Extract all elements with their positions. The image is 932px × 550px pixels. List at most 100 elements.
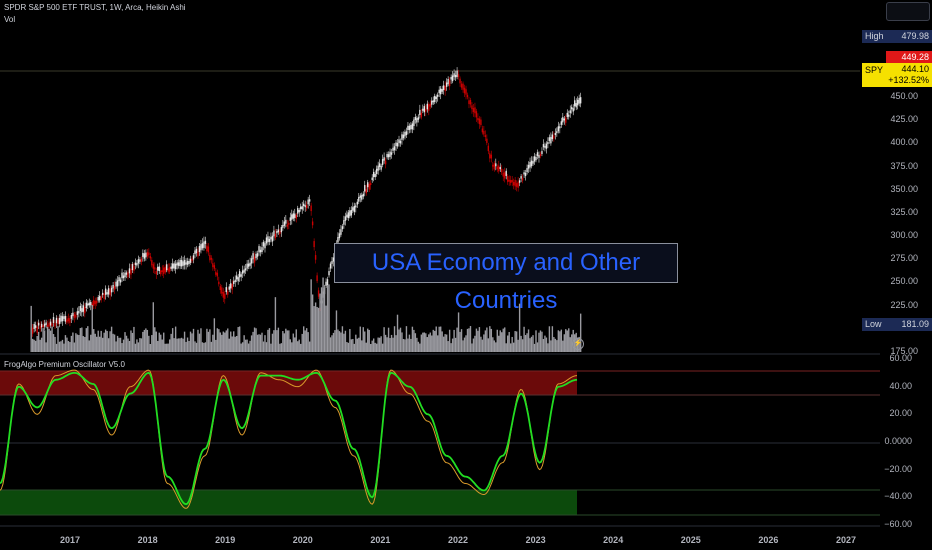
price-candle xyxy=(185,262,187,265)
volume-bar xyxy=(118,337,120,352)
price-candle xyxy=(60,315,62,322)
volume-bar xyxy=(487,338,490,352)
price-candle xyxy=(441,88,443,92)
volume-bar xyxy=(322,277,324,352)
price-candle xyxy=(417,117,420,120)
price-candle xyxy=(148,252,150,256)
price-candle xyxy=(160,270,162,275)
price-candle xyxy=(365,189,367,194)
lightning-icon[interactable]: ⚡ xyxy=(572,338,584,350)
price-candle xyxy=(422,108,424,111)
volume-bar xyxy=(100,330,102,352)
volume-bar xyxy=(441,331,443,352)
price-candle xyxy=(387,154,390,158)
price-candle xyxy=(390,152,393,155)
volume-bar xyxy=(325,305,327,352)
price-candle xyxy=(578,97,580,104)
price-candle xyxy=(192,255,195,260)
volume-bar xyxy=(116,335,119,352)
price-candle xyxy=(177,262,180,266)
volume-bar xyxy=(405,326,408,352)
top-right-button[interactable] xyxy=(886,2,930,21)
price-candle xyxy=(146,252,149,257)
price-candle xyxy=(154,267,156,270)
volume-bar xyxy=(212,334,214,352)
volume-bar xyxy=(43,330,46,352)
volume-bar xyxy=(233,331,235,352)
volume-bar xyxy=(258,334,260,352)
volume-bar xyxy=(237,327,239,352)
volume-bar xyxy=(438,326,440,352)
volume-bar xyxy=(493,340,496,352)
price-tick: 375.00 xyxy=(890,160,918,171)
price-candle xyxy=(426,103,428,110)
volume-bar xyxy=(471,343,473,352)
year-tick: 2022 xyxy=(447,535,469,545)
price-candle xyxy=(295,214,297,219)
volume-bar xyxy=(553,337,555,352)
price-candle xyxy=(478,118,481,125)
price-candle xyxy=(207,246,210,253)
volume-bar xyxy=(361,340,363,352)
volume-bar xyxy=(274,297,277,352)
price-candle xyxy=(201,243,204,249)
price-candle xyxy=(545,143,548,149)
volume-bar xyxy=(70,335,73,352)
price-tick: 350.00 xyxy=(890,183,918,194)
volume-bar xyxy=(426,337,428,352)
volume-bar xyxy=(414,333,417,352)
oscillator-tick: −20.00 xyxy=(884,463,912,474)
oscillator-tick: 20.00 xyxy=(889,408,912,419)
volume-bar xyxy=(241,342,244,352)
price-candle xyxy=(97,297,99,301)
volume-bar xyxy=(320,287,323,352)
volume-bar xyxy=(216,328,219,352)
price-candle xyxy=(285,219,287,224)
volume-bar xyxy=(507,335,509,352)
price-candle xyxy=(408,125,411,130)
volume-bar xyxy=(343,333,345,352)
price-candle xyxy=(183,259,186,266)
price-candle xyxy=(313,241,315,248)
volume-bar xyxy=(344,330,347,352)
volume-bar xyxy=(483,334,485,352)
volume-bar xyxy=(94,333,96,352)
volume-bar xyxy=(393,326,396,352)
price-candle xyxy=(271,235,274,242)
volume-bar xyxy=(82,336,85,352)
volume-bar xyxy=(160,334,162,352)
volume-bar xyxy=(247,343,250,352)
volume-bar xyxy=(268,328,271,352)
volume-bar xyxy=(527,329,530,352)
price-candle xyxy=(221,287,223,294)
price-candle xyxy=(495,163,497,167)
volume-bar xyxy=(186,337,189,352)
annotation-box[interactable]: USA Economy and Other Countries xyxy=(334,243,678,314)
price-candle xyxy=(527,164,530,169)
price-candle xyxy=(575,103,577,108)
volume-bar xyxy=(407,338,409,352)
price-candle xyxy=(282,224,284,228)
volume-bar xyxy=(121,343,123,352)
price-candle xyxy=(188,261,190,265)
price-candle xyxy=(291,214,293,220)
price-candle xyxy=(49,321,52,326)
price-candle xyxy=(216,272,219,277)
volume-bar xyxy=(305,328,308,352)
price-candle xyxy=(489,153,491,159)
price-candle xyxy=(244,268,247,271)
volume-bar xyxy=(442,336,445,352)
last-price: 444.10 xyxy=(901,64,929,74)
volume-bar xyxy=(78,335,80,352)
price-candle xyxy=(198,246,201,252)
price-candle xyxy=(350,210,353,216)
price-tick: 250.00 xyxy=(890,276,918,287)
year-tick: 2020 xyxy=(292,535,313,545)
price-candle xyxy=(314,255,317,260)
price-tick: 325.00 xyxy=(890,206,918,217)
volume-bar xyxy=(149,343,152,352)
volume-bar xyxy=(180,337,183,352)
volume-bar xyxy=(334,330,336,352)
price-candle xyxy=(87,303,89,306)
volume-bar xyxy=(459,331,461,352)
